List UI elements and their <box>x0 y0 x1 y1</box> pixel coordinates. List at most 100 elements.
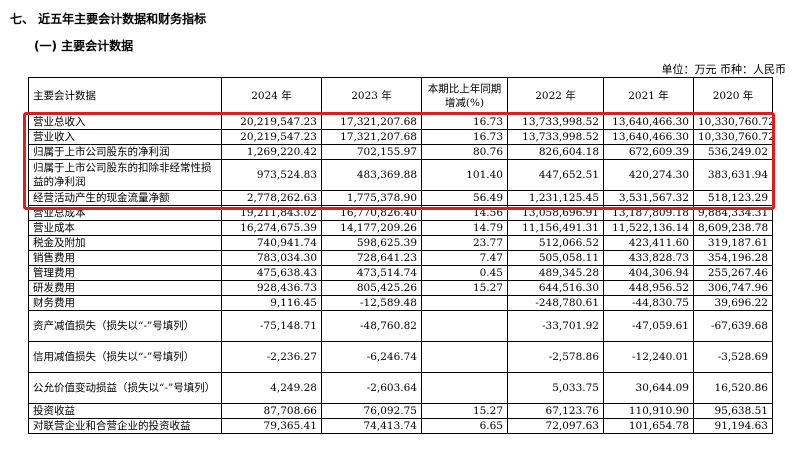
section-title: 七、 近五年主要会计数据和财务指标 <box>10 12 207 26</box>
table-cell: 928,436.73 <box>221 280 322 296</box>
table-cell: 10,330,760.72 <box>693 114 773 130</box>
table-cell: 13,058,696.91 <box>507 205 604 221</box>
table-cell: 67,123.76 <box>507 403 604 419</box>
table-cell: 16,274,675.39 <box>221 220 322 236</box>
row-label: 信用减值损失（损失以“-”号填列） <box>28 341 222 373</box>
table-cell: 19,211,843.02 <box>221 205 322 221</box>
table-cell: 483,369.88 <box>321 159 422 191</box>
table-cell: 13,187,809.18 <box>603 205 694 221</box>
table-cell: 319,187.61 <box>693 235 773 251</box>
table-cell: 10,330,760.72 <box>693 129 773 145</box>
table-row: 财务费用 9,116.45 -12,589.48 -248,780.61 -44,830… <box>28 295 773 311</box>
row-label: 税金及附加 <box>28 235 222 251</box>
table-cell: 11,522,136.14 <box>603 220 694 236</box>
table-cell: 505,058.11 <box>507 250 604 266</box>
table-cell: 423,411.60 <box>603 235 694 251</box>
table-cell: 473,514.74 <box>321 265 422 281</box>
table-cell: 433,828.73 <box>603 250 694 266</box>
table-cell: -67,639.68 <box>693 310 773 342</box>
table-cell: 740,941.74 <box>221 235 322 251</box>
row-label: 对联营企业和合营企业的投资收益 <box>28 418 222 434</box>
table-cell: 110,910.90 <box>603 403 694 419</box>
row-label: 营业成本 <box>28 220 222 236</box>
table-cell <box>421 310 508 342</box>
table-cell: 14,177,209.26 <box>321 220 422 236</box>
table-cell: 447,652.51 <box>507 159 604 191</box>
table-cell: 15.27 <box>421 280 508 296</box>
table-cell: 87,708.66 <box>221 403 322 419</box>
table-cell: 1,231,125.45 <box>507 190 604 206</box>
table-cell: -12,589.48 <box>321 295 422 311</box>
column-header: 2024 年 <box>221 77 322 115</box>
table-cell: 5,033.75 <box>507 372 604 404</box>
unit-note: 单位：万元 币种：人民币 <box>661 63 787 76</box>
table-cell: 95,638.51 <box>693 403 773 419</box>
table-cell: 448,956.52 <box>603 280 694 296</box>
table-cell: -3,528.69 <box>693 341 773 373</box>
table-cell: 6.65 <box>421 418 508 434</box>
table-cell: 973,524.83 <box>221 159 322 191</box>
table-cell: -75,148.71 <box>221 310 322 342</box>
table-cell: 536,249.02 <box>693 144 773 160</box>
row-label: 财务费用 <box>28 295 222 311</box>
column-header: 2023 年 <box>321 77 422 115</box>
table-cell: -48,760.82 <box>321 310 422 342</box>
table-row: 管理费用 475,638.43 473,514.74 0.45 489,345.28 40… <box>28 265 773 281</box>
table-row: 营业总成本 19,211,843.02 16,770,826.40 14.56 13,0… <box>28 205 773 221</box>
accounting-data-table: 主要会计数据 2024 年 2023 年 本期比上年同期增减(%) 2022 年… <box>28 77 773 434</box>
table-body: 营业总收入 20,219,547.23 17,321,207.68 16.73 13,7… <box>28 114 773 434</box>
table-cell: 16,520.86 <box>693 372 773 404</box>
table-cell: 30,644.09 <box>603 372 694 404</box>
table-cell: 16,770,826.40 <box>321 205 422 221</box>
table-cell: 101,654.78 <box>603 418 694 434</box>
table-cell: 13,733,998.52 <box>507 114 604 130</box>
table-cell: -12,240.01 <box>603 341 694 373</box>
table-cell: 13,640,466.30 <box>603 129 694 145</box>
table-cell: 39,696.22 <box>693 295 773 311</box>
table-cell: 9,116.45 <box>221 295 322 311</box>
table-row: 归属于上市公司股东的净利润 1,269,220.42 702,155.97 80.76… <box>28 144 773 160</box>
table-cell: 16.73 <box>421 129 508 145</box>
table-row: 税金及附加 740,941.74 598,625.39 23.77 512,066.52… <box>28 235 773 251</box>
table-row: 投资收益 87,708.66 76,092.75 15.27 67,123.76 110,… <box>28 403 773 419</box>
table-cell: -2,236.27 <box>221 341 322 373</box>
row-label: 管理费用 <box>28 265 222 281</box>
table-cell: 672,609.39 <box>603 144 694 160</box>
table-cell: 79,365.41 <box>221 418 322 434</box>
table-cell: 80.76 <box>421 144 508 160</box>
table-cell <box>421 372 508 404</box>
table-cell: 15.27 <box>421 403 508 419</box>
row-label: 营业总收入 <box>28 114 222 130</box>
table-cell: 805,425.26 <box>321 280 422 296</box>
table-cell: 306,747.96 <box>693 280 773 296</box>
row-label: 营业收入 <box>28 129 222 145</box>
table-cell: 20,219,547.23 <box>221 114 322 130</box>
table-cell: 2,778,262.63 <box>221 190 322 206</box>
table-cell: 14.79 <box>421 220 508 236</box>
table-cell: 404,306.94 <box>603 265 694 281</box>
column-header: 本期比上年同期增减(%) <box>421 77 508 115</box>
table-row: 营业总收入 20,219,547.23 17,321,207.68 16.73 13,7… <box>28 114 773 130</box>
table-cell: -44,830.75 <box>603 295 694 311</box>
table-row: 经营活动产生的现金流量净额 2,778,262.63 1,775,378.90 56.… <box>28 190 773 206</box>
table-cell: 76,092.75 <box>321 403 422 419</box>
row-label: 销售费用 <box>28 250 222 266</box>
table-cell: 783,034.30 <box>221 250 322 266</box>
table-cell: 101.40 <box>421 159 508 191</box>
row-label: 投资收益 <box>28 403 222 419</box>
table-row: 营业收入 20,219,547.23 17,321,207.68 16.73 13,73… <box>28 129 773 145</box>
table-cell: 0.45 <box>421 265 508 281</box>
table-cell: 23.77 <box>421 235 508 251</box>
table-cell: 13,640,466.30 <box>603 114 694 130</box>
table-cell: 598,625.39 <box>321 235 422 251</box>
row-label: 营业总成本 <box>28 205 222 221</box>
subsection-title: (一) 主要会计数据 <box>34 39 134 53</box>
table-row: 资产减值损失（损失以“-”号填列） -75,148.71 -48,760.82 -33… <box>28 310 773 342</box>
row-label: 资产减值损失（损失以“-”号填列） <box>28 310 222 342</box>
table-cell: 489,345.28 <box>507 265 604 281</box>
row-label: 归属于上市公司股东的净利润 <box>28 144 222 160</box>
row-label: 归属于上市公司股东的扣除非经常性损益的净利润 <box>28 159 222 191</box>
table-cell: -33,701.92 <box>507 310 604 342</box>
column-header: 2021 年 <box>603 77 694 115</box>
column-header: 2020 年 <box>693 77 773 115</box>
